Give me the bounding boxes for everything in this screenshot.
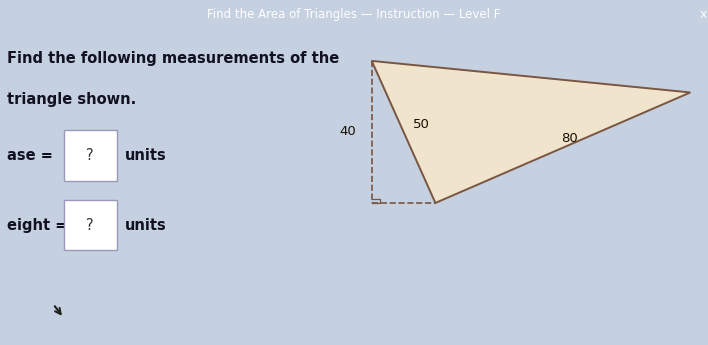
Text: triangle shown.: triangle shown.: [7, 92, 137, 107]
Text: ?: ?: [86, 218, 94, 233]
Text: Find the Area of Triangles — Instruction — Level F: Find the Area of Triangles — Instruction…: [207, 8, 501, 21]
Text: 40: 40: [339, 126, 356, 138]
Text: Find the following measurements of the: Find the following measurements of the: [7, 51, 339, 67]
Text: eight =: eight =: [7, 218, 67, 233]
Text: ase =: ase =: [7, 148, 53, 163]
Text: 50: 50: [413, 118, 430, 130]
Text: 80: 80: [561, 132, 578, 145]
Text: x: x: [700, 8, 707, 21]
Text: units: units: [125, 148, 167, 163]
Polygon shape: [372, 61, 690, 203]
Bar: [64, 130, 117, 181]
Bar: [64, 200, 117, 250]
Text: ?: ?: [86, 148, 94, 163]
Text: units: units: [125, 218, 167, 233]
